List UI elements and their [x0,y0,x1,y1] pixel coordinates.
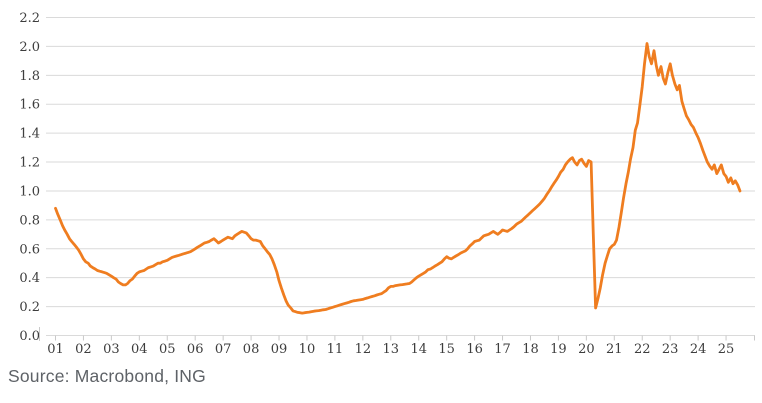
x-axis-tick-label: 13 [383,342,400,357]
line-chart-svg: 0.00.20.40.60.81.01.21.41.61.82.02.2 01 0… [19,11,755,357]
y-axis-tick-label: 0.2 [19,300,40,315]
x-axis-tick-label: 23 [662,342,679,357]
y-axis-tick-label: 0.8 [19,213,40,228]
x-axis-tick-label: 03 [103,342,120,357]
y-axis-tick-label: 2.0 [19,40,40,55]
y-axis-tick-labels: 0.0 0.2 0.4 0.6 0.8 1.0 1.2 1.4 1.6 1.8 2.0 2.2 [19,11,40,344]
y-axis-tick-label: 1.4 [19,127,40,142]
y-axis-tick-label: 1.2 [19,156,40,171]
data-series-line [54,42,742,315]
x-axis-tick-label: 24 [690,342,707,357]
y-axis-tick-label: 0.4 [19,271,40,286]
x-axis-tick-label: 14 [410,342,427,357]
series-line [54,42,742,315]
y-axis-tick-label: 1.6 [19,98,40,113]
x-axis-tick-label: 04 [131,342,148,357]
y-axis-tick-label: 1.8 [19,69,40,84]
x-axis-tick-label: 08 [243,342,260,357]
x-axis-tick-label: 19 [550,342,567,357]
x-axis-tick-label: 07 [215,342,232,357]
x-axis-tick-label: 11 [327,342,344,357]
x-axis-tick-label: 16 [466,342,483,357]
x-axis-tick-label: 22 [634,342,651,357]
source-caption: Source: Macrobond, ING [8,366,206,386]
y-axis-tick-label: 0.0 [19,329,40,344]
x-axis-tick-label: 10 [299,342,316,357]
x-axis-tick-label: 17 [494,342,511,357]
x-axis-ticks [39,327,755,341]
x-axis-tick-label: 15 [438,342,455,357]
x-axis-tick-label: 01 [47,342,64,357]
x-axis-tick-label: 12 [355,342,372,357]
y-axis-tick-label: 2.2 [19,11,40,26]
x-axis-tick-label: 05 [159,342,176,357]
x-axis-tick-label: 09 [271,342,288,357]
x-axis-tick-label: 02 [75,342,92,357]
x-axis-tick-label: 18 [522,342,539,357]
x-axis-tick-label: 06 [187,342,204,357]
y-axis-tick-label: 1.0 [19,184,40,199]
gridlines [46,17,755,336]
x-axis-tick-labels: 01 02 03 04 05 06 07 08 09 10 11 12 13 14 15 16 17 18 19 20… [47,342,734,357]
x-axis-tick-label: 20 [578,342,595,357]
y-axis-tick-label: 0.6 [19,242,40,257]
x-axis-tick-label: 25 [718,342,735,357]
x-axis-tick-label: 21 [606,342,623,357]
